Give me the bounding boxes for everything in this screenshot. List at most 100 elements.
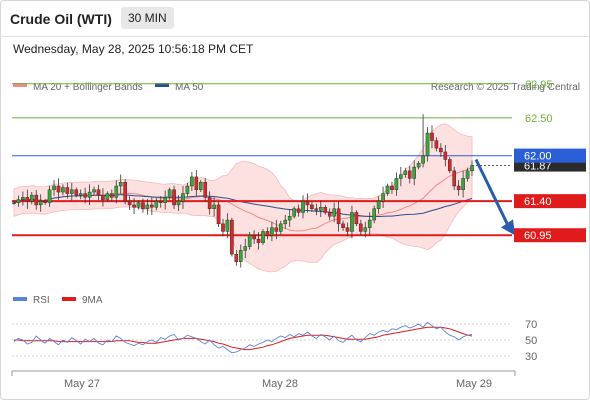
- level-label-0: 62.95: [525, 79, 553, 91]
- candle-body: [123, 182, 127, 202]
- candle-body: [225, 219, 230, 232]
- candle-body: [283, 219, 288, 225]
- rsi-legend-swatch: [13, 297, 27, 301]
- candle-body: [230, 219, 234, 255]
- candle-body: [443, 151, 448, 160]
- candle-body: [158, 200, 163, 203]
- candle-body: [385, 185, 390, 194]
- candle-body: [381, 193, 385, 202]
- candle-body: [176, 200, 181, 206]
- candle-body: [376, 200, 381, 209]
- level-label-1: 62.50: [525, 113, 553, 125]
- candle-body: [403, 170, 408, 175]
- candles: [12, 114, 474, 268]
- candle-body: [181, 193, 185, 202]
- candle-body: [421, 155, 425, 164]
- level-label-4: 60.95: [524, 230, 552, 242]
- candle-body: [12, 202, 16, 204]
- datetime-label: Wednesday, May 28, 2025 10:56:18 PM CET: [13, 42, 254, 56]
- candle-body: [305, 200, 310, 206]
- candle-body: [190, 176, 194, 187]
- candle-body: [47, 189, 52, 203]
- interval-badge[interactable]: 30 MIN: [121, 7, 174, 29]
- candle-body: [332, 208, 336, 217]
- candle-body: [412, 166, 416, 179]
- candle-body: [341, 223, 345, 228]
- bollinger-band-area: [13, 123, 473, 273]
- candle-body: [439, 147, 443, 153]
- candle-body: [354, 212, 359, 225]
- candle-body: [399, 174, 403, 179]
- candle-body: [461, 178, 465, 190]
- ma9-legend-label: 9MA: [82, 295, 103, 306]
- candle-body: [367, 219, 372, 228]
- candle-body: [172, 189, 176, 206]
- candle-body: [38, 200, 43, 206]
- candle-body: [43, 200, 47, 203]
- candle-body: [70, 189, 74, 194]
- pivot-badge: [514, 148, 586, 163]
- level-badge-3: [514, 194, 586, 209]
- candle-body: [252, 235, 256, 240]
- ma9-legend-swatch: [62, 297, 76, 301]
- candle-body: [372, 208, 376, 221]
- candle-body: [185, 185, 190, 194]
- rsi-panel: 70 50 30: [12, 319, 537, 363]
- candle-body: [118, 182, 123, 187]
- x-label-may27: May 27: [64, 378, 100, 390]
- candle-body: [29, 194, 34, 202]
- candle-body: [154, 200, 159, 208]
- candle-body: [65, 187, 70, 194]
- candle-body: [52, 185, 56, 190]
- credit-text: Research © 2025 Trading Central: [431, 82, 580, 93]
- candle-body: [314, 208, 319, 211]
- rsi-legend-label: RSI: [33, 295, 50, 306]
- candle-body: [16, 199, 21, 203]
- x-label-may29: May 29: [456, 378, 492, 390]
- candle-body: [452, 170, 457, 187]
- candle-body: [243, 246, 248, 251]
- ma9-line: [14, 326, 473, 351]
- candle-body: [96, 189, 101, 196]
- ma20-legend-label: MA 20 + Bollinger Bands: [33, 82, 143, 93]
- rsi-tick-70: 70: [525, 319, 537, 331]
- candle-body: [56, 185, 61, 193]
- candle-body: [359, 223, 363, 232]
- candle-body: [34, 194, 39, 206]
- candle-body: [363, 227, 368, 232]
- candle-body: [21, 197, 25, 200]
- candle-body: [198, 182, 203, 190]
- candle-body: [101, 194, 105, 200]
- candle-body: [456, 185, 461, 190]
- candle-body: [274, 227, 279, 232]
- candle-body: [78, 193, 83, 196]
- rsi-tick-30: 30: [525, 351, 537, 363]
- candle-body: [141, 202, 145, 209]
- candle-body: [261, 231, 265, 243]
- candle-body: [310, 204, 314, 209]
- candle-body: [150, 204, 154, 208]
- candle-body: [390, 185, 394, 190]
- candle-body: [270, 227, 274, 236]
- candle-body: [167, 189, 172, 198]
- candle-body: [350, 212, 354, 232]
- header-bar: Crude Oil (WTI) 30 MIN: [0, 0, 590, 37]
- rsi-line: [13, 321, 473, 354]
- candle-body: [430, 132, 434, 141]
- candle-body: [278, 223, 283, 232]
- x-label-may28: May 28: [262, 378, 298, 390]
- level-badge-4: [514, 228, 586, 243]
- candle-body: [465, 170, 470, 179]
- candle-body: [127, 200, 132, 206]
- candle-body: [238, 250, 243, 262]
- candle-body: [323, 206, 328, 213]
- candle-body: [114, 185, 119, 198]
- pivot-label: 62.00: [524, 151, 552, 163]
- candle-body: [416, 163, 421, 168]
- candle-body: [83, 193, 87, 198]
- ma50-legend-label: MA 50: [175, 82, 204, 93]
- candle-body: [145, 204, 150, 209]
- candle-body: [163, 197, 167, 203]
- candle-body: [327, 212, 332, 217]
